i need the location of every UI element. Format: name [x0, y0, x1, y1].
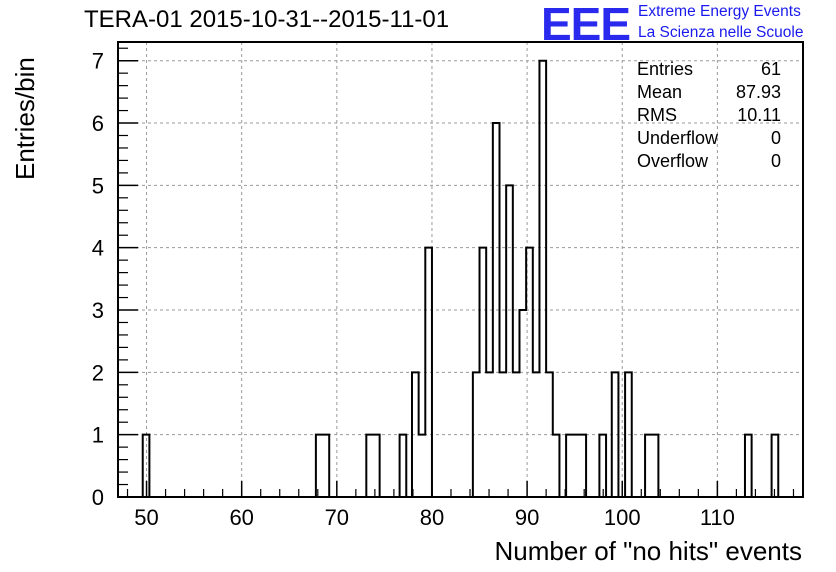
chart-title: TERA-01 2015-10-31--2015-11-01 [84, 6, 450, 33]
y-tick-label: 6 [92, 111, 104, 136]
stats-label: RMS [637, 105, 677, 125]
histogram-bin [579, 435, 586, 497]
axis-tick-labels: 50 60 70 80 90 100 110 0 1 2 3 4 5 6 7 [92, 49, 735, 530]
y-tick-label: 2 [92, 360, 104, 385]
histogram-bin [366, 435, 373, 497]
histogram-bin [546, 372, 553, 497]
histogram-bin [513, 372, 520, 497]
x-tick-label: 50 [134, 505, 158, 530]
histogram-bin [412, 372, 419, 497]
histogram-bin [500, 372, 507, 497]
stats-value: 87.93 [735, 82, 781, 102]
histogram-bin [612, 372, 619, 497]
x-tick-label: 60 [229, 505, 253, 530]
stats-label: Underflow [637, 128, 719, 148]
histogram-bin [493, 123, 500, 497]
logo-line-1: Extreme Energy Events [638, 3, 801, 20]
histogram-bin [506, 185, 513, 497]
histogram-bin [143, 435, 150, 497]
stats-row-entries: Entries 61 [637, 58, 781, 81]
y-tick-label: 7 [92, 49, 104, 74]
stats-label: Entries [637, 59, 694, 79]
histogram-bin [425, 248, 432, 497]
histogram-bin [553, 435, 560, 497]
histogram-bin [519, 310, 526, 497]
stats-value: 0 [770, 151, 781, 171]
histogram-bin [652, 435, 659, 497]
histogram-bin [323, 435, 330, 497]
histogram-bin [772, 435, 779, 497]
histogram-bin [486, 372, 493, 497]
stats-row-rms: RMS 10.11 [637, 104, 781, 127]
histogram-bin [419, 435, 426, 497]
stats-row-underflow: Underflow 0 [637, 127, 781, 150]
stats-box: Entries 61 Mean 87.93 RMS 10.11 Underflo… [637, 58, 781, 173]
histogram-bin [645, 435, 652, 497]
histogram-bin [373, 435, 380, 497]
y-tick-label: 1 [92, 423, 104, 448]
histogram-outline [141, 59, 780, 497]
x-tick-label: 100 [604, 505, 641, 530]
logo-line-2: La Scienza nelle Scuole [638, 24, 804, 41]
histogram-bin [400, 435, 407, 497]
stats-row-mean: Mean 87.93 [637, 81, 781, 104]
eee-logo-mark: EEE [541, 0, 631, 50]
x-tick-label: 70 [325, 505, 349, 530]
y-tick-label: 0 [92, 485, 104, 510]
stats-label: Mean [637, 82, 683, 102]
histogram-bin [316, 435, 323, 497]
x-tick-label: 110 [700, 505, 735, 530]
x-tick-label: 90 [515, 505, 539, 530]
y-tick-label: 4 [92, 236, 104, 261]
histogram-bin [480, 248, 487, 497]
histogram-bin [566, 435, 573, 497]
y-tick-label: 3 [92, 298, 104, 323]
axis-ticks [118, 47, 795, 498]
x-tick-label: 80 [420, 505, 444, 530]
histogram-bin [625, 372, 632, 497]
plot-frame [117, 41, 804, 498]
histogram-bin [473, 372, 480, 497]
histogram-bin [539, 61, 546, 497]
x-axis-label: Number of "no hits" events [494, 536, 803, 566]
y-tick-label: 5 [92, 173, 104, 198]
stats-row-overflow: Overflow 0 [637, 150, 781, 173]
y-axis-label: Entries/bin [10, 57, 40, 180]
stats-label: Overflow [637, 151, 709, 171]
histogram-bin [573, 435, 580, 497]
stats-value: 61 [760, 59, 781, 79]
histogram-bin [533, 372, 540, 497]
histogram-bin [526, 248, 533, 497]
histogram-bin [745, 435, 752, 497]
histogram-bin [599, 435, 606, 497]
stats-value: 0 [770, 128, 781, 148]
stats-value: 10.11 [737, 105, 781, 125]
